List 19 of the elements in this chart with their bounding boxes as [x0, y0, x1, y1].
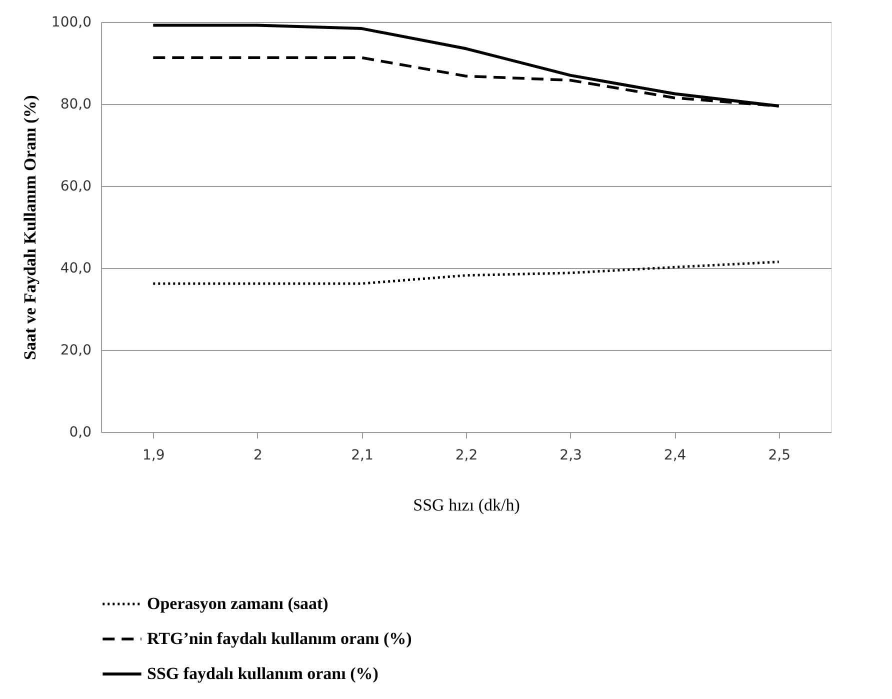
x-tick-label: 2 [253, 448, 262, 464]
x-tick-label: 2,2 [455, 448, 478, 464]
y-tick-label: 60,0 [60, 178, 92, 194]
x-tick-label: 2,3 [560, 448, 582, 464]
y-tick-label: 40,0 [60, 260, 92, 276]
x-tick-label: 2,4 [664, 448, 686, 464]
line-series [152, 260, 780, 285]
legend-label: RTG’nin faydalı kullanım oranı (%) [147, 629, 412, 648]
x-tick-label: 2,5 [768, 448, 790, 464]
y-tick-label: 80,0 [60, 96, 92, 112]
legend-label: Operasyon zamanı (saat) [147, 594, 328, 613]
y-tick-label: 0,0 [69, 424, 92, 440]
legend-label: SSG faydalı kullanım oranı (%) [147, 664, 378, 683]
y-axis-title: Saat ve Faydalı Kullanım Oranı (%) [20, 95, 40, 360]
y-tick-label: 20,0 [60, 342, 92, 358]
y-tick-label: 100,0 [51, 14, 92, 30]
x-axis-title: SSG hızı (dk/h) [413, 496, 520, 514]
x-tick-label: 1,9 [142, 448, 165, 464]
x-tick-label: 2,1 [351, 448, 374, 464]
